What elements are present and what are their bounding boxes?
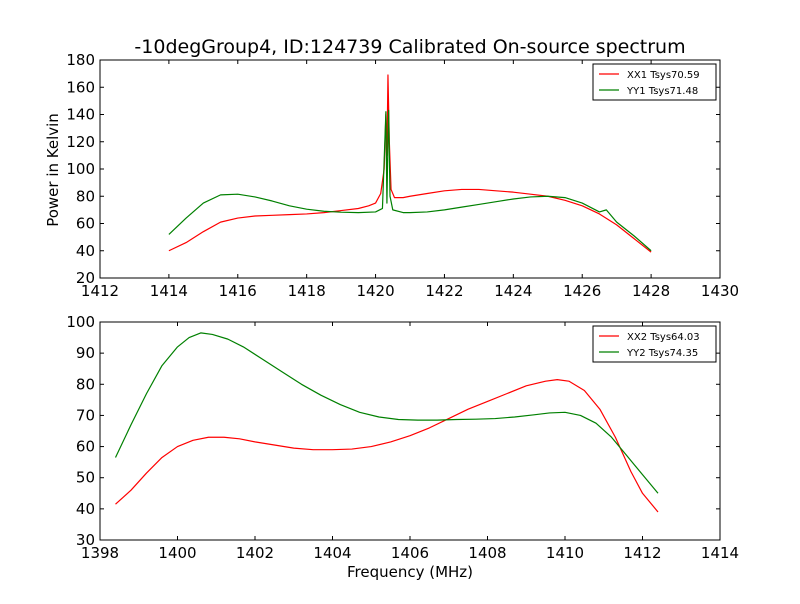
y-tick-label: 160	[66, 78, 95, 96]
legend-box	[592, 325, 717, 363]
x-tick-label: 1398	[81, 544, 119, 562]
x-tick-label: 1428	[632, 282, 670, 300]
y-tick-label: 70	[76, 406, 95, 424]
subplot-2: 1398 1400 1402 1404 1406 1408 1410 1412 1414 30 40…	[66, 313, 739, 562]
y-axis-label: Power in Kelvin	[44, 113, 62, 227]
series-line-1-2	[168, 109, 652, 252]
x-tick-label: 1412	[623, 544, 661, 562]
legend-label: XX1 Tsys70.59	[627, 70, 700, 81]
x-tick-label: 1416	[219, 282, 257, 300]
plots-layer: 1412 1414 1416 1418 1420 1422 1424 1426 1428 1430…	[66, 51, 739, 562]
y-tick-label: 60	[76, 215, 95, 233]
x-tick-label: 1424	[494, 282, 532, 300]
x-tick-label: 1426	[563, 282, 601, 300]
legend-2: XX2 Tsys64.03 YY2 Tsys74.35	[592, 325, 717, 363]
x-tick-label: 1410	[546, 544, 584, 562]
legend-label: YY1 Tsys71.48	[626, 86, 698, 97]
y-tick-label: 180	[66, 51, 95, 69]
x-tick-label: 1422	[425, 282, 463, 300]
x-tick-label: 1406	[391, 544, 429, 562]
x-tick-label: 1404	[313, 544, 351, 562]
x-axis-label: Frequency (MHz)	[347, 563, 473, 581]
legend-label: YY2 Tsys74.35	[626, 348, 698, 359]
x-tick-label: 1408	[468, 544, 506, 562]
legend-1: XX1 Tsys70.59 YY1 Tsys71.48	[592, 63, 717, 101]
y-tick-label: 100	[66, 313, 95, 331]
y-tick-label: 120	[66, 133, 95, 151]
y-tick-label: 60	[76, 438, 95, 456]
x-tick-label: 1400	[158, 544, 196, 562]
x-tick-label: 1412	[81, 282, 119, 300]
y-tick-label: 50	[76, 469, 95, 487]
y-tick-label: 80	[76, 187, 95, 205]
y-tick-label: 140	[66, 106, 95, 124]
y-tick-label: 80	[76, 375, 95, 393]
x-tick-label: 1414	[150, 282, 188, 300]
x-tick-label: 1402	[236, 544, 274, 562]
chart-title: -10degGroup4, ID:124739 Calibrated On-so…	[134, 36, 685, 58]
subplot-1: 1412 1414 1416 1418 1420 1422 1424 1426 1428 1430…	[66, 51, 739, 300]
legend-box	[592, 63, 717, 101]
series-line-2-1	[115, 379, 659, 513]
x-tick-label: 1414	[701, 544, 739, 562]
y-tick-label: 20	[76, 269, 95, 287]
y-tick-label: 40	[76, 242, 95, 260]
y-tick-label: 40	[76, 500, 95, 518]
x-tick-label: 1420	[356, 282, 394, 300]
series-line-2-2	[114, 332, 659, 494]
legend-label: XX2 Tsys64.03	[627, 332, 700, 343]
y-tick-label: 30	[76, 531, 95, 549]
y-tick-label: 100	[66, 160, 95, 178]
x-tick-label: 1430	[701, 282, 739, 300]
y-tick-label: 90	[76, 344, 95, 362]
x-tick-label: 1418	[288, 282, 326, 300]
